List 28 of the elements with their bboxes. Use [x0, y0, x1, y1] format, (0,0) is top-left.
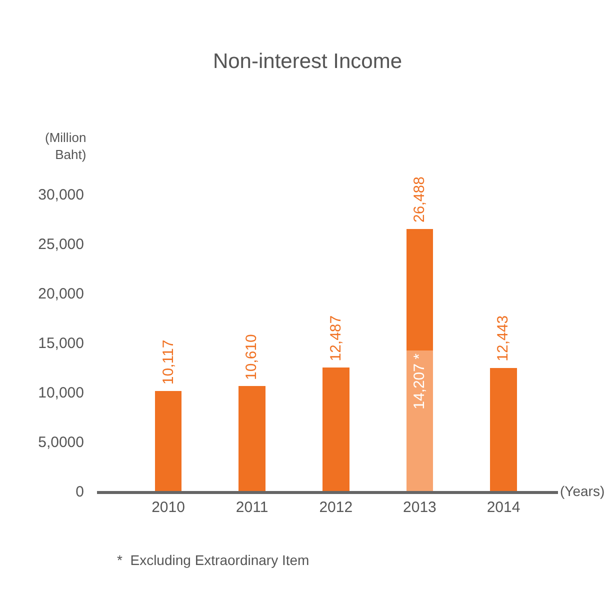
x-tick-label: 2012: [319, 499, 353, 516]
bar: [406, 350, 434, 491]
total-label: 10,117: [160, 340, 177, 385]
x-tick-label: 2014: [486, 499, 520, 516]
y-tick-label: 0: [76, 483, 84, 500]
total-label: 12,487: [328, 315, 344, 362]
total-label: 26,488: [410, 176, 428, 222]
y-tick-label: 15,000: [38, 334, 84, 352]
y-tick-label: 10,000: [38, 384, 84, 402]
x-tick-label: 2010: [152, 499, 185, 516]
bar: [238, 386, 266, 491]
bar: [406, 228, 434, 350]
bar: [154, 390, 182, 491]
total-label: 12,443: [494, 315, 512, 362]
bar: [490, 368, 517, 491]
y-tick-label: 5,0000: [38, 434, 84, 451]
y-axis-title: (Million Baht): [45, 130, 86, 162]
text: * Excluding Extraordinary Item: [117, 552, 310, 568]
x-axis-title: (Years): [560, 483, 605, 499]
x-tick-label: 2011: [236, 499, 268, 516]
y-tick-label: 25,000: [38, 236, 84, 253]
bar: [322, 367, 350, 491]
y-tick-label: 20,000: [38, 285, 84, 302]
chart-title: Non-interest Income: [212, 50, 402, 73]
total-label: 10,610: [243, 334, 260, 380]
x-tick-label: 2013: [403, 499, 436, 516]
data-label: 14,207 *: [411, 353, 428, 410]
y-tick-label: 30,000: [38, 186, 84, 204]
